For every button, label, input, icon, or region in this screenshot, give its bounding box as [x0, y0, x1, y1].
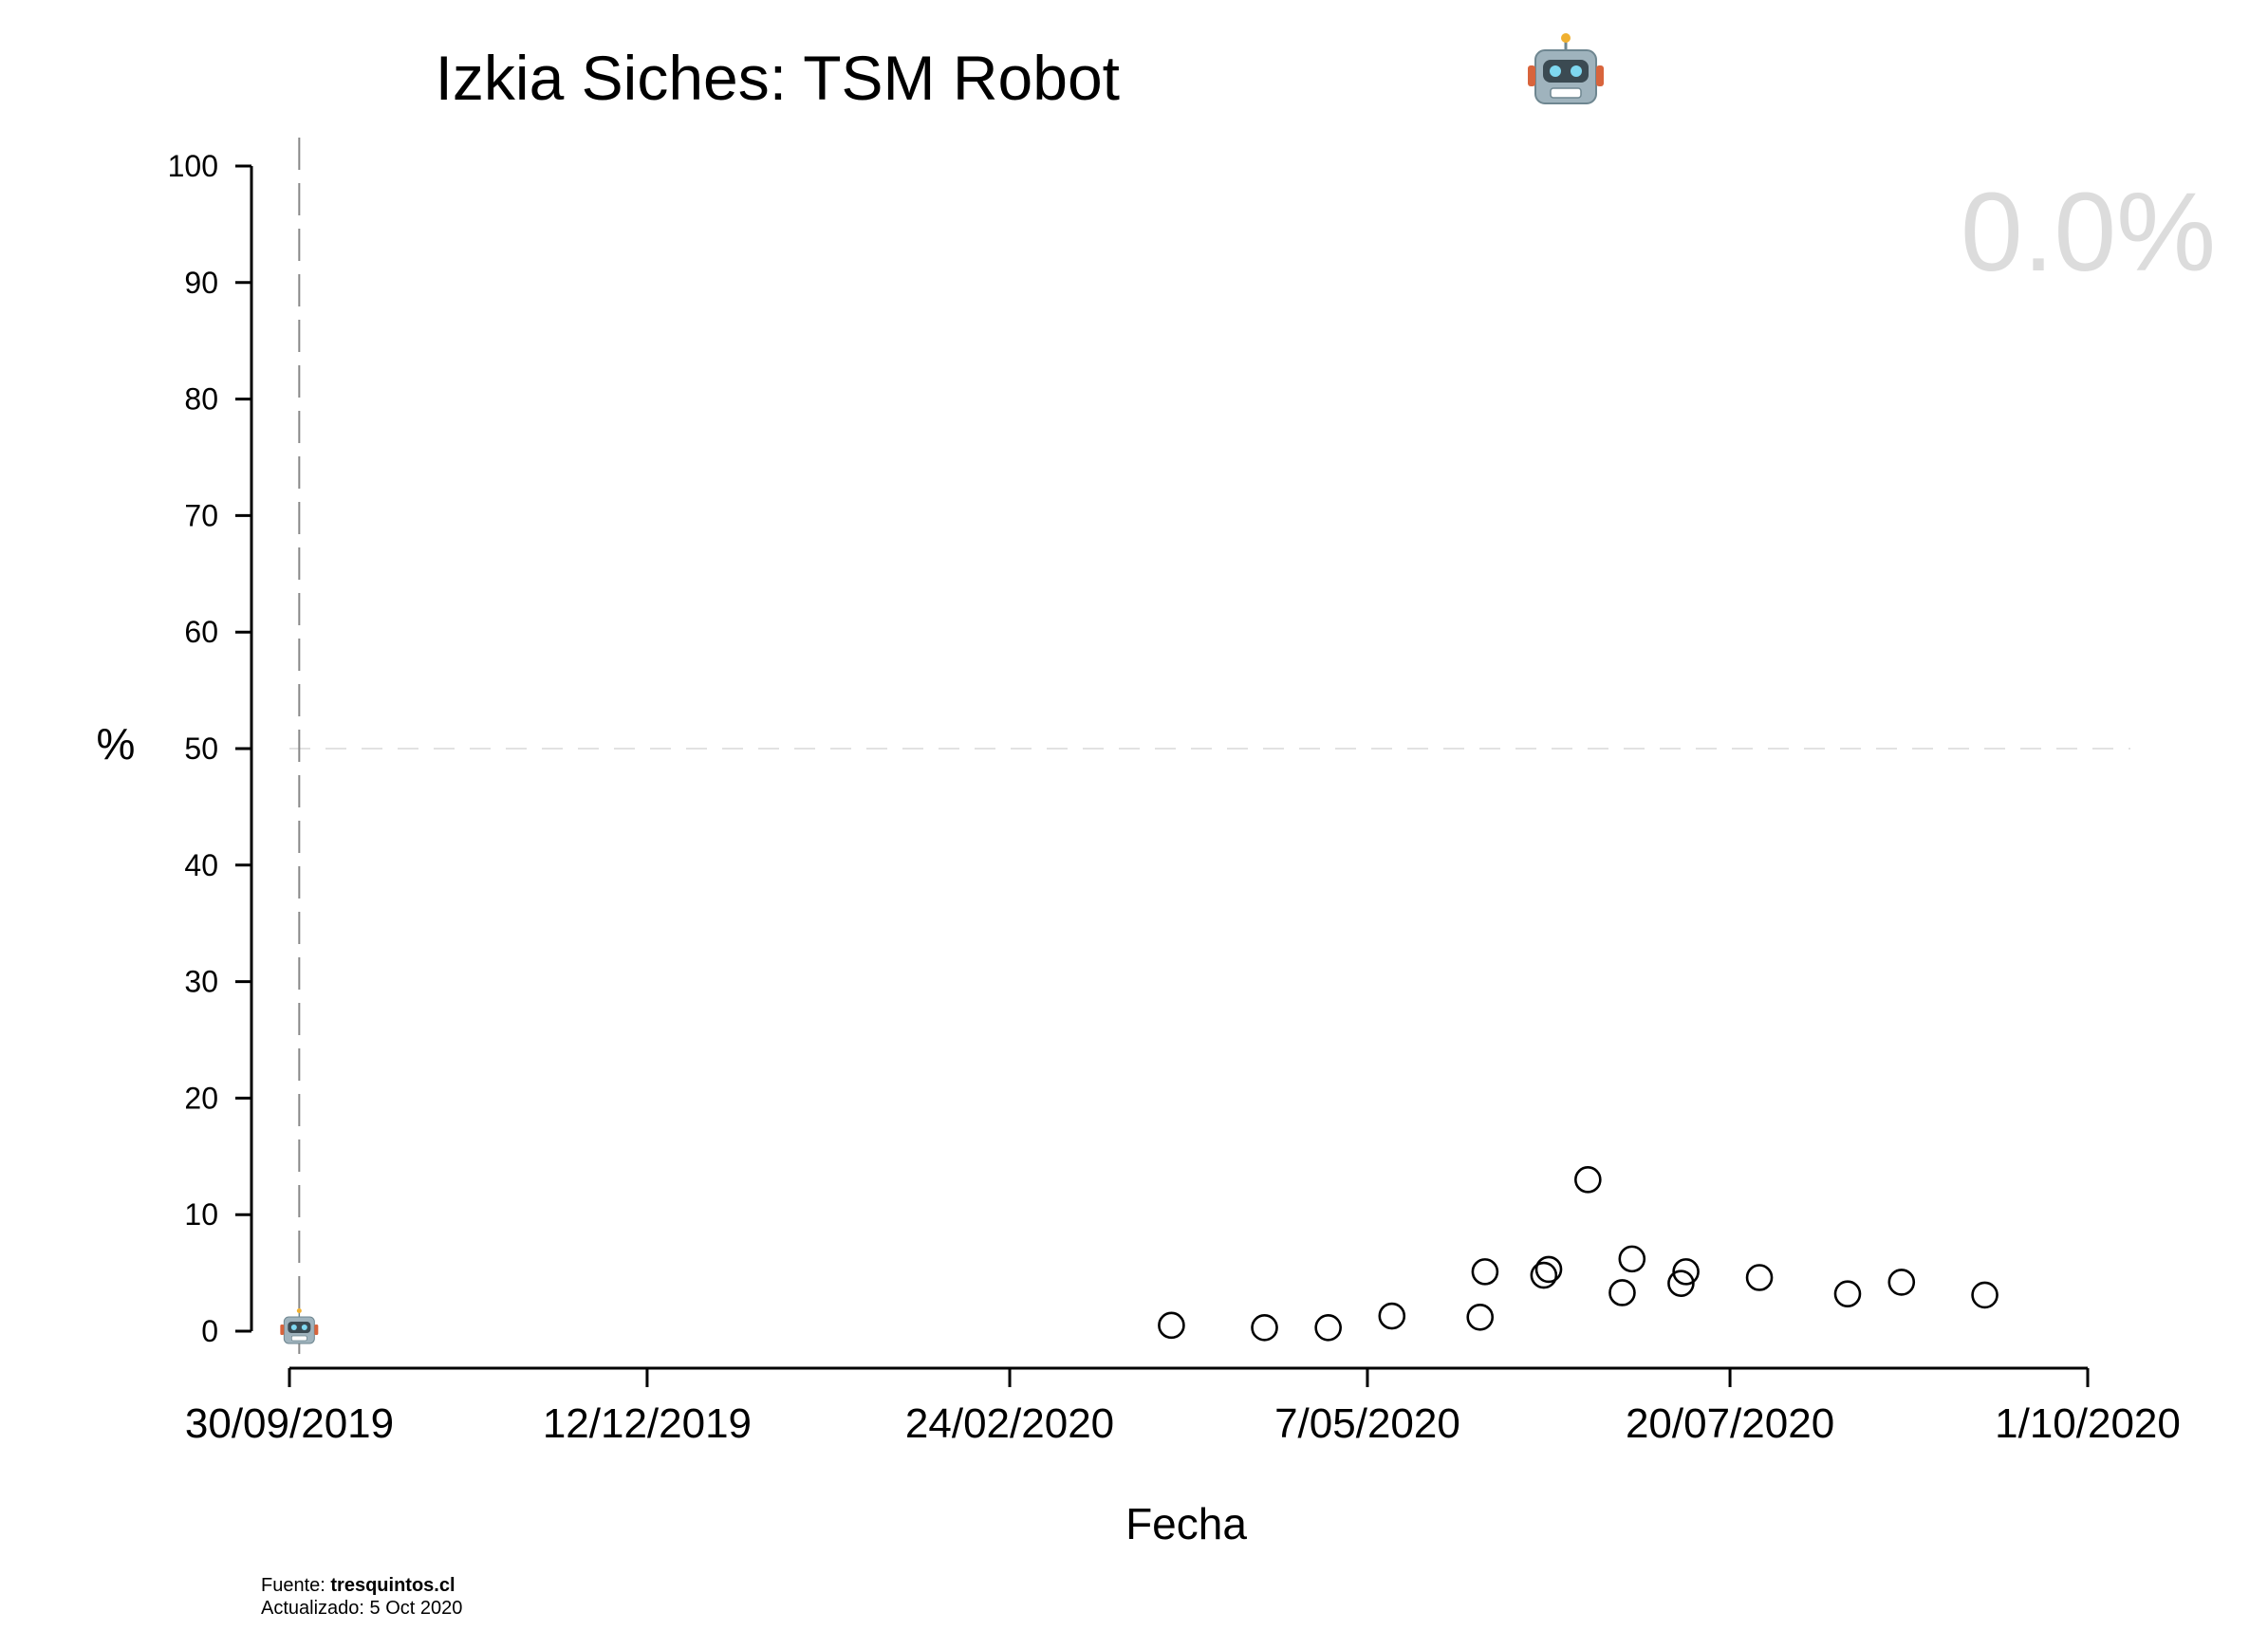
data-point [1158, 1311, 1185, 1340]
x-tick-label: 1/10/2020 [1995, 1400, 2181, 1447]
plot-area: 0 10 20 30 40 50 60 70 80 90 100 30/09/2019 12/12/20… [168, 138, 2181, 1447]
chart-title: Izkia Siches: TSM Robot [436, 43, 1120, 113]
big-value: 0.0% [1961, 170, 2216, 295]
robot-face-icon [1528, 33, 1604, 104]
footer-updated: Actualizado: 5 Oct 2020 [261, 1598, 463, 1619]
data-point [1574, 1166, 1602, 1194]
x-tick-label: 7/05/2020 [1274, 1400, 1460, 1447]
footer-source-site: tresquintos.cl [330, 1575, 455, 1596]
data-point [1618, 1245, 1646, 1273]
data-point [1971, 1281, 1998, 1309]
y-tick-label: 70 [184, 498, 218, 532]
data-point [1887, 1269, 1916, 1296]
data-point [1672, 1258, 1700, 1286]
y-tick-label: 80 [184, 382, 218, 417]
y-tick-label: 50 [184, 732, 218, 766]
x-axis-label: Fecha [1125, 1499, 1247, 1548]
data-point [1530, 1261, 1558, 1289]
data-point [1466, 1303, 1495, 1331]
data-point [1667, 1269, 1695, 1297]
y-tick-label: 0 [201, 1314, 218, 1348]
footer-source: Fuente: tresquintos.cl [261, 1575, 455, 1597]
data-point [1534, 1255, 1563, 1284]
y-tick-label: 30 [184, 965, 218, 999]
y-tick-label: 20 [184, 1081, 218, 1115]
x-tick-label: 20/07/2020 [1626, 1400, 1834, 1447]
data-point [1251, 1314, 1278, 1342]
data-point [1608, 1279, 1636, 1306]
y-tick-label: 10 [184, 1197, 218, 1232]
footer-source-prefix: Fuente: [261, 1575, 331, 1596]
y-tick-label: 100 [168, 149, 218, 183]
x-tick-label: 30/09/2019 [185, 1400, 394, 1447]
x-tick-label: 24/02/2020 [905, 1400, 1114, 1447]
data-point [1378, 1302, 1406, 1330]
x-tick-label: 12/12/2019 [543, 1400, 752, 1447]
y-tick-label: 60 [184, 615, 218, 649]
robot-face-icon [280, 1308, 319, 1344]
y-tick-label: 90 [184, 266, 218, 300]
data-point [1314, 1314, 1342, 1342]
data-point [1833, 1280, 1862, 1308]
y-axis-label: % [97, 719, 136, 769]
data-point [1745, 1264, 1774, 1291]
data-point [1471, 1258, 1499, 1286]
y-tick-label: 40 [184, 848, 218, 882]
